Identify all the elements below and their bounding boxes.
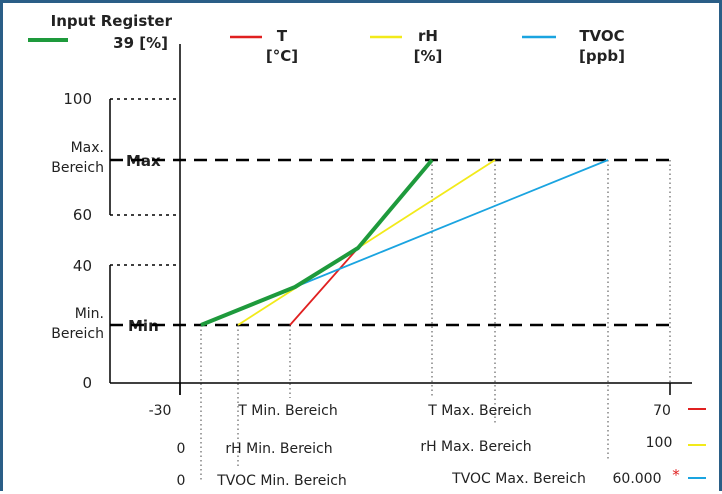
register-curve [200,158,434,327]
y-tick-guides [110,98,180,266]
rh-max-label: rH Max. Bereich [420,439,531,455]
y-tick-40: 40 [73,257,92,275]
tvoc-min-label: TVOC Min. Bereich [216,473,347,489]
t-start-value: -30 [149,403,172,419]
legend-register-line2: 39 [%] [113,34,168,52]
legend-rh-name: rH [418,27,438,45]
tvoc-start-value: 0 [177,473,186,489]
legend: Input Register 39 [%] T [°C] rH [%] TVOC… [28,12,625,65]
y-tick-0: 0 [82,374,92,392]
legend-t-unit: [°C] [266,47,298,65]
y-tick-60: 60 [73,206,92,224]
tvoc-footnote-mark: * [672,466,680,484]
min-range-label-line2: Bereich [51,326,104,342]
y-tick-100: 100 [63,90,92,108]
tvoc-curve [294,159,609,288]
legend-register-line1: Input Register [51,12,173,30]
vertical-guides [200,160,671,480]
rh-curve [237,159,496,326]
tvoc-max-label: TVOC Max. Bereich [451,471,586,487]
legend-rh-unit: [%] [414,47,443,65]
t-end-value: 70 [653,403,671,419]
legend-tvoc-name: TVOC [579,27,624,45]
max-range-label-line2: Bereich [51,160,104,176]
max-range-label-line1: Max. [71,140,104,156]
t-max-label: T Max. Bereich [427,403,532,419]
rh-min-label: rH Min. Bereich [225,441,332,457]
rh-end-value: 100 [646,435,673,451]
tvoc-end-value: 60.000 [613,471,662,487]
t-min-label: T Min. Bereich [237,403,337,419]
min-range-label-line1: Min. [75,306,104,322]
rh-start-value: 0 [177,441,186,457]
legend-tvoc-unit: [ppb] [579,47,625,65]
legend-t-name: T [277,27,288,45]
